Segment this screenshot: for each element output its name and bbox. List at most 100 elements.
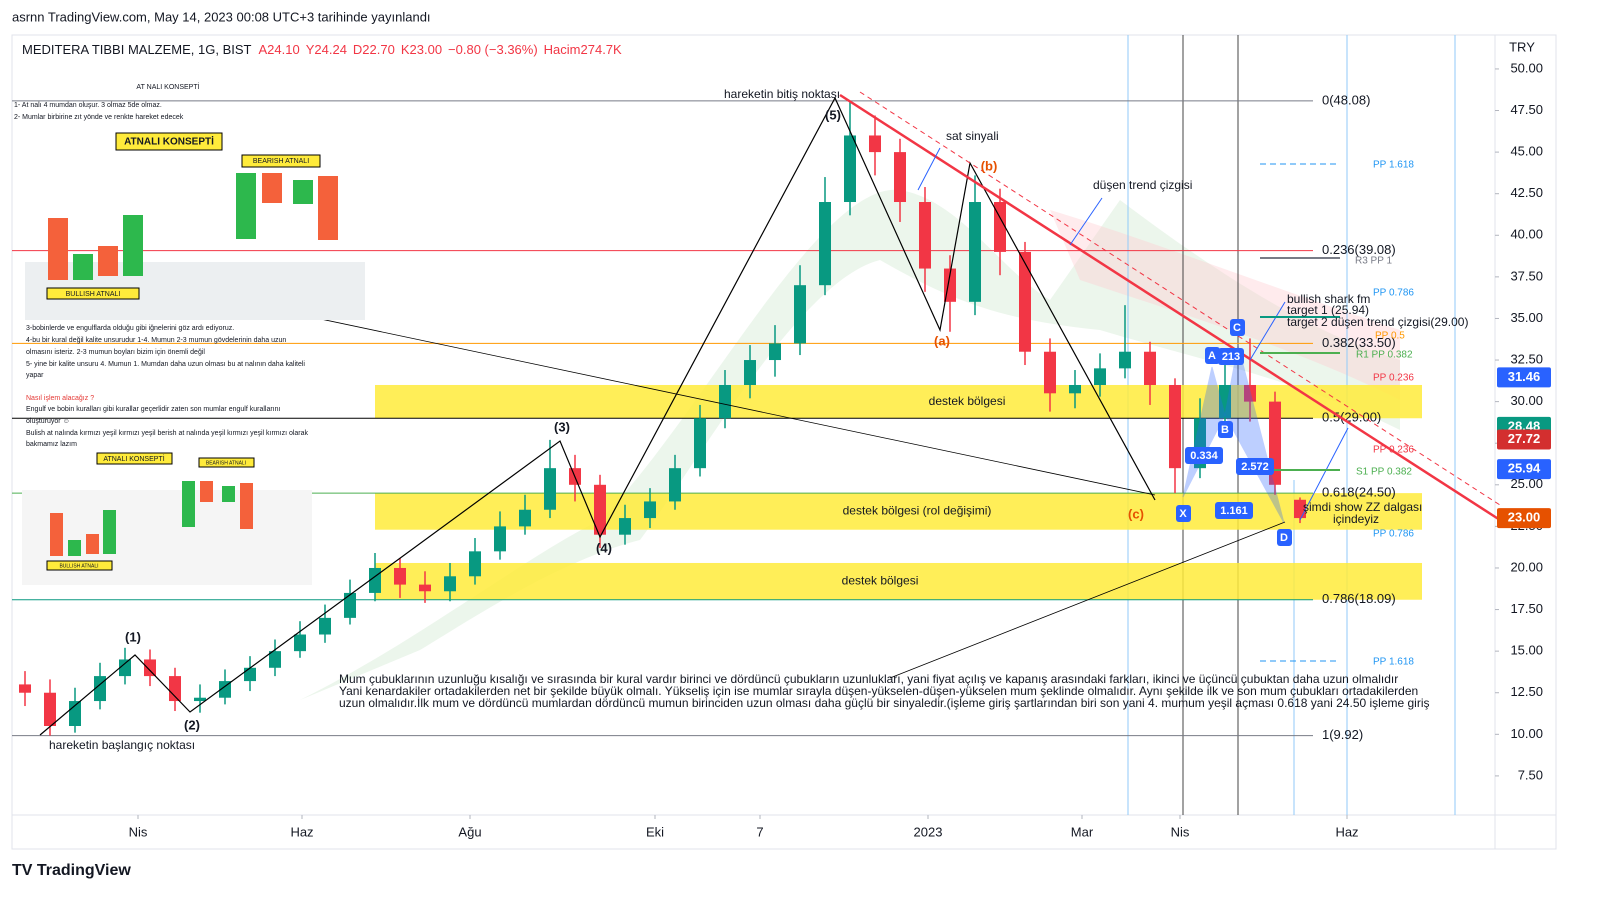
- y-tick-label: 35.00: [1510, 310, 1543, 325]
- inset-box: [198, 457, 255, 468]
- y-tick-label: 50.00: [1510, 60, 1543, 75]
- inset-box: [46, 287, 140, 300]
- inset-text: BULLISH ATNALI: [59, 563, 98, 569]
- trend-line: [889, 521, 1286, 679]
- pattern-points: X A B C D 0.334 1.161 2.572 213: [1176, 319, 1292, 546]
- candle-body: [769, 343, 781, 361]
- inset-text: BEARISH ATNALI: [206, 460, 246, 466]
- point-badge: [1218, 421, 1233, 438]
- legend: MEDITERA TIBBI MALZEME, 1G, BIST A24.10 Y2…: [22, 42, 622, 57]
- fib-label: 0.618(24.50): [1322, 485, 1396, 500]
- fib-label: 0.786(18.09): [1322, 591, 1396, 606]
- pivot-label: PP 0.5: [1375, 331, 1405, 342]
- x-tick-label: Haz: [1335, 824, 1358, 839]
- inset-candle: [98, 246, 118, 276]
- inset-text: BEARISH ATNALI: [253, 158, 309, 165]
- candle-body: [1069, 384, 1081, 394]
- candle-body: [669, 468, 681, 502]
- inset-text: 2- Mumlar birbirine zıt yönde ve renkte …: [14, 114, 184, 121]
- annotation: bullish shark fm: [1287, 292, 1370, 306]
- y-tick-label: 20.00: [1510, 559, 1543, 574]
- candle-body: [1019, 251, 1031, 352]
- inset-text: 1- At nalı 4 mumdan oluşur. 3 olmaz 5de …: [14, 102, 162, 109]
- brand-logo: TV TradingView: [12, 862, 131, 879]
- fib-label: 0.236(39.08): [1322, 242, 1396, 257]
- inset-box: [115, 132, 223, 151]
- candle-body: [1219, 384, 1231, 419]
- volume: Hacim274.7K: [544, 42, 622, 57]
- ratio-badge: [1215, 502, 1253, 519]
- annotation: sat sinyali: [946, 129, 999, 143]
- candle-body: [719, 384, 731, 419]
- candle-body: [1244, 384, 1256, 402]
- fib-label: 0.382(33.50): [1322, 335, 1396, 350]
- candle-body: [494, 526, 506, 552]
- candle-body: [394, 567, 406, 585]
- y-tick-label: 12.50: [1510, 684, 1543, 699]
- candle-body: [644, 501, 656, 519]
- y-tick-label: 15.00: [1510, 643, 1543, 658]
- pivot-label: S1 PP 0.382: [1356, 467, 1412, 478]
- inset-text: BULLISH ATNALI: [66, 291, 121, 298]
- support-zone: [375, 562, 1422, 600]
- ratio-badge: [1236, 458, 1274, 475]
- pivot-label: PP 1.618: [1373, 160, 1414, 171]
- inset-candle: [48, 218, 68, 280]
- point-label: D: [1280, 532, 1288, 544]
- ratio-badge: [1218, 348, 1244, 365]
- chart-frame: [11, 34, 1557, 850]
- point-badge: [1176, 505, 1191, 522]
- x-tick-label: 7: [756, 824, 763, 839]
- candle-body: [444, 576, 456, 592]
- annotation: hareketin bitiş noktası: [724, 87, 840, 101]
- pivot-label: R1 PP 0.382: [1356, 350, 1413, 361]
- inset-candle: [123, 215, 143, 276]
- arrow: [1069, 197, 1103, 246]
- candle-body: [1144, 351, 1156, 385]
- price-tag: [1497, 429, 1551, 450]
- inset-box: [96, 452, 173, 465]
- y-tick-label: 45.00: [1510, 144, 1543, 159]
- support-zone: [375, 384, 1422, 419]
- inset-text: 5- yine bir kalite unsuru 4. Mumun 1. Mu…: [26, 361, 305, 368]
- candle-body: [844, 135, 856, 203]
- candle-body: [919, 202, 931, 269]
- symbol: MEDITERA TIBBI MALZEME, 1G, BIST: [22, 42, 252, 57]
- inset-box: [46, 560, 113, 571]
- inset-text: Bulish at nalında kırmızı yeşil kırmızı …: [26, 430, 309, 437]
- inset-candle: [200, 481, 213, 502]
- arrow: [1249, 301, 1286, 361]
- candle-body: [344, 592, 356, 618]
- pivot-label: PP 0.786: [1373, 529, 1414, 540]
- down-trend-dashed: [859, 91, 1501, 506]
- arrow: [917, 147, 941, 191]
- ohlc-open: A24.10: [259, 42, 300, 57]
- currency: TRY: [1509, 39, 1535, 54]
- inset-candle: [318, 176, 338, 240]
- annotation: hareketin başlangıç noktası: [49, 738, 195, 752]
- candle-body: [169, 676, 181, 702]
- candle-body: [369, 567, 381, 593]
- inset-text: 4-bu bir kural değil kalite unsurudur 1-…: [26, 337, 286, 344]
- candle-body: [994, 202, 1006, 252]
- price-tag: [1497, 508, 1551, 529]
- candle-body: [819, 202, 831, 286]
- candle-body: [144, 659, 156, 677]
- y-tick-label: 42.50: [1510, 185, 1543, 200]
- inset-text: yapar: [26, 372, 44, 379]
- candle-body: [44, 692, 56, 726]
- inset: AT NALI KONSEPTİ 1- At nalı 4 mumdan olu…: [14, 82, 365, 585]
- x-tick-label: 2023: [914, 824, 943, 839]
- point-label: X: [1179, 508, 1187, 520]
- candle-body: [319, 617, 331, 635]
- inset-candle: [240, 483, 253, 529]
- y-tick-label: 47.50: [1510, 102, 1543, 117]
- point-badge: [1230, 319, 1245, 336]
- annotation: düşen trend çizgisi: [1093, 178, 1192, 192]
- inset-shade: [22, 490, 312, 585]
- y-tick-label: 10.00: [1510, 726, 1543, 741]
- inset-candle: [222, 486, 235, 502]
- price-tag: [1497, 459, 1551, 480]
- inset-text: Engulf ve bobin kuralları gibi kurallar …: [26, 406, 281, 413]
